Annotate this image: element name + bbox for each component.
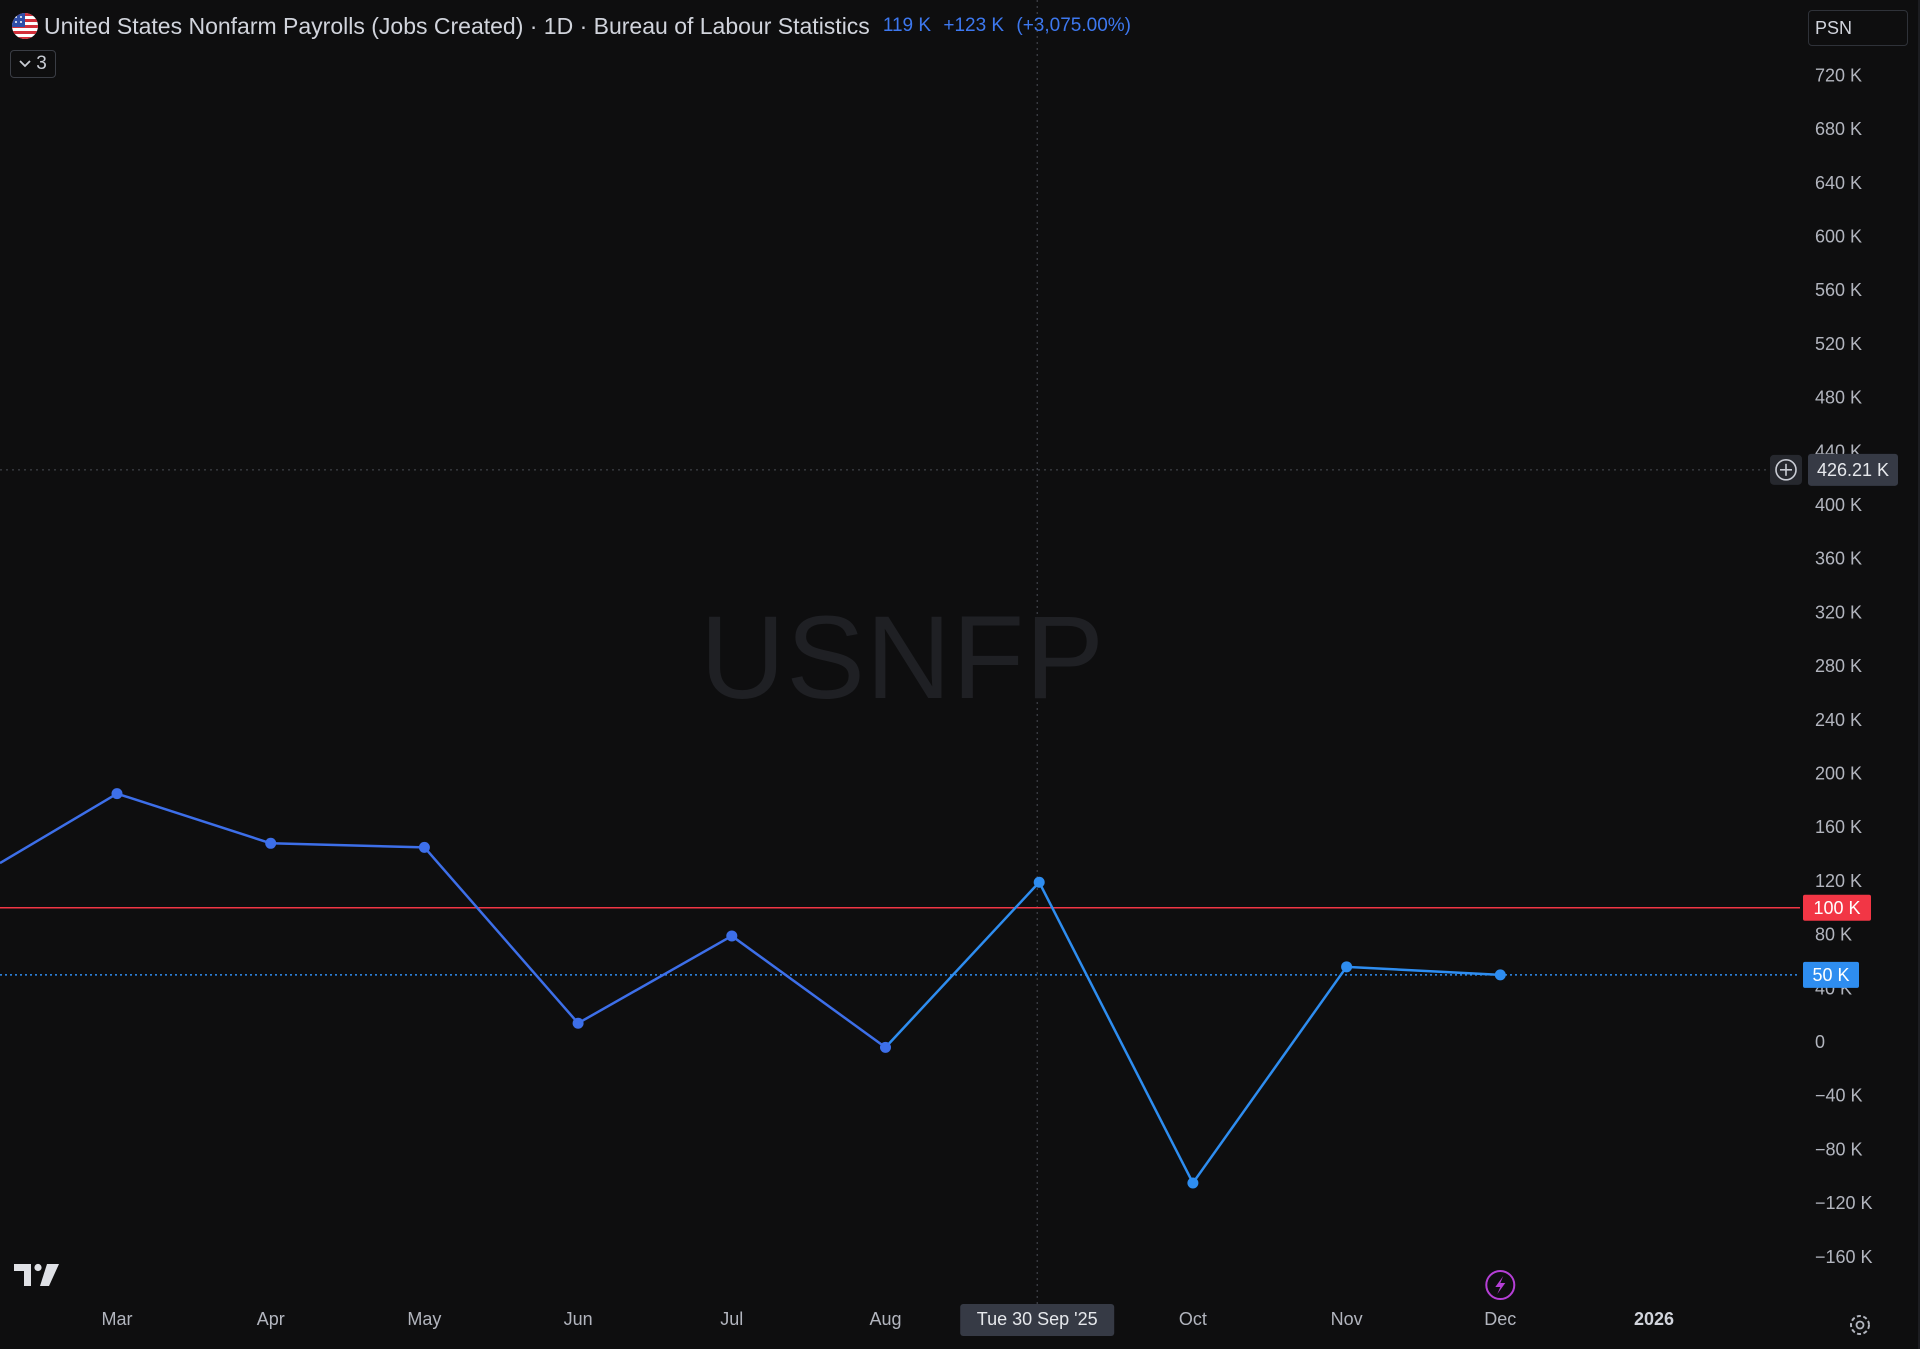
gear-icon-center [1855, 1320, 1865, 1330]
series-segment [884, 881, 1041, 1049]
x-tick-label: Mar [102, 1309, 133, 1329]
y-tick-label: 160 K [1815, 817, 1862, 837]
y-tick-label: 0 [1815, 1032, 1825, 1052]
data-point[interactable] [265, 837, 277, 849]
x-tick-label: Nov [1331, 1309, 1363, 1329]
x-tick-label: Aug [869, 1309, 901, 1329]
x-tick-label: Apr [257, 1309, 285, 1329]
symbol-watermark: USNFP [700, 592, 1105, 724]
y-tick-label: 640 K [1815, 173, 1862, 193]
y-tick-label: 680 K [1815, 119, 1862, 139]
x-tick-label: 2026 [1634, 1309, 1674, 1329]
series-segment [1346, 965, 1501, 977]
series-segment [1038, 881, 1195, 1184]
data-point[interactable] [572, 1017, 584, 1029]
y-tick-label: 320 K [1815, 602, 1862, 622]
change-value: +123 K [943, 15, 1005, 36]
y-tick-label: 560 K [1815, 280, 1862, 300]
series-segment [0, 792, 118, 865]
us-flag-icon [12, 13, 38, 39]
crosshair-date-bg [960, 1304, 1115, 1336]
series-segment [116, 792, 272, 845]
series-segment [731, 934, 887, 1049]
lightning-icon[interactable] [1485, 1270, 1516, 1300]
lightning-icon-bolt [1495, 1276, 1506, 1294]
x-tick-label: Dec [1484, 1309, 1516, 1329]
tradingview-logo[interactable] [14, 1260, 60, 1293]
y-tick-label: 120 K [1815, 871, 1862, 891]
add-circle-icon[interactable] [1775, 459, 1797, 481]
y-tick-label: −120 K [1815, 1193, 1873, 1213]
y-tick-label: 80 K [1815, 925, 1852, 945]
x-tick-label: Jun [564, 1309, 593, 1329]
y-tick-label: −40 K [1815, 1086, 1863, 1106]
x-tick-label: Jul [720, 1309, 743, 1329]
gear-icon[interactable] [1850, 1315, 1870, 1335]
red-level-label: 100 K [1813, 898, 1860, 918]
crosshair-date-label: Tue 30 Sep '25 [977, 1309, 1098, 1329]
data-point[interactable] [111, 788, 123, 800]
y-tick-label: 280 K [1815, 656, 1862, 676]
y-tick-label: 720 K [1815, 65, 1862, 85]
data-point[interactable] [1033, 876, 1045, 888]
x-tick-label: May [407, 1309, 441, 1329]
data-point[interactable] [1187, 1177, 1199, 1189]
y-tick-label: 400 K [1815, 495, 1862, 515]
header-values: 119 K +123 K (+3,075.00%) [883, 15, 1138, 37]
red-level-label-bg[interactable] [1803, 894, 1871, 921]
data-point[interactable] [1494, 969, 1506, 981]
y-tick-label: 360 K [1815, 549, 1862, 569]
data-point[interactable] [1341, 961, 1353, 973]
data-point[interactable] [880, 1041, 891, 1053]
legend-count: 3 [36, 53, 47, 74]
y-tick-label: 600 K [1815, 227, 1862, 247]
legend-toggle-button[interactable]: 3 [10, 50, 56, 78]
series-segment [1191, 966, 1348, 1184]
y-tick-label: 240 K [1815, 710, 1862, 730]
change-percent: (+3,075.00%) [1016, 15, 1131, 36]
crosshair-price-label: 426.21 K [1817, 460, 1889, 480]
y-tick-label: 480 K [1815, 388, 1862, 408]
series-segment [423, 846, 580, 1025]
symbol-title[interactable]: United States Nonfarm Payrolls (Jobs Cre… [44, 12, 870, 39]
data-point[interactable] [418, 841, 430, 853]
series-segment [577, 934, 733, 1025]
series-segment [270, 842, 425, 849]
last-value: 119 K [882, 15, 932, 36]
y-tick-label: −80 K [1815, 1139, 1863, 1159]
y-tick-label: −160 K [1815, 1247, 1873, 1267]
y-tick-label: 200 K [1815, 764, 1862, 784]
chart-header: United States Nonfarm Payrolls (Jobs Cre… [12, 10, 1138, 42]
blue-level-label-bg[interactable] [1803, 961, 1859, 988]
blue-level-label: 50 K [1812, 965, 1849, 985]
data-point[interactable] [726, 930, 738, 942]
y-tick-label: 520 K [1815, 334, 1862, 354]
psn-field[interactable]: PSN [1808, 10, 1908, 46]
crosshair-price-bg [1808, 453, 1898, 486]
x-tick-label: Oct [1179, 1309, 1207, 1329]
chevron-down-icon [19, 60, 31, 68]
